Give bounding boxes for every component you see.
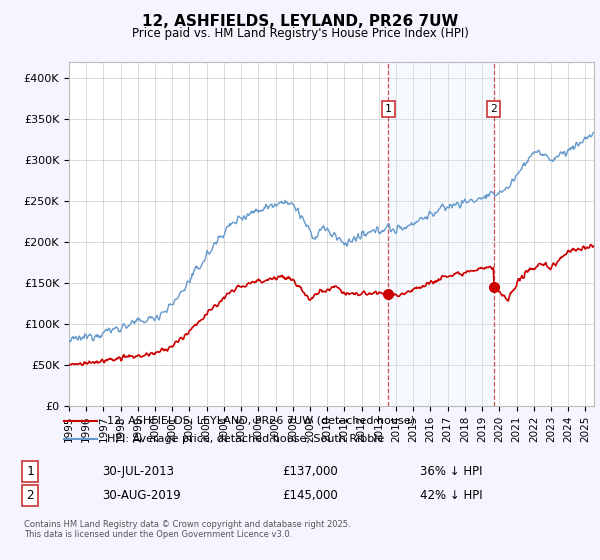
- Text: HPI: Average price, detached house, South Ribble: HPI: Average price, detached house, Sout…: [107, 434, 384, 444]
- Text: Contains HM Land Registry data © Crown copyright and database right 2025.
This d: Contains HM Land Registry data © Crown c…: [24, 520, 350, 539]
- Text: 30-JUL-2013: 30-JUL-2013: [102, 465, 174, 478]
- Text: 1: 1: [26, 465, 34, 478]
- Text: 2: 2: [490, 104, 497, 114]
- Text: 42% ↓ HPI: 42% ↓ HPI: [420, 489, 482, 502]
- Text: 12, ASHFIELDS, LEYLAND, PR26 7UW (detached house): 12, ASHFIELDS, LEYLAND, PR26 7UW (detach…: [107, 416, 415, 426]
- Text: 36% ↓ HPI: 36% ↓ HPI: [420, 465, 482, 478]
- Bar: [388, 62, 494, 406]
- Text: 1: 1: [385, 104, 392, 114]
- Text: £145,000: £145,000: [282, 489, 338, 502]
- Text: Price paid vs. HM Land Registry's House Price Index (HPI): Price paid vs. HM Land Registry's House …: [131, 27, 469, 40]
- Text: 12, ASHFIELDS, LEYLAND, PR26 7UW: 12, ASHFIELDS, LEYLAND, PR26 7UW: [142, 14, 458, 29]
- Text: £137,000: £137,000: [282, 465, 338, 478]
- Text: 30-AUG-2019: 30-AUG-2019: [102, 489, 181, 502]
- Text: 2: 2: [26, 489, 34, 502]
